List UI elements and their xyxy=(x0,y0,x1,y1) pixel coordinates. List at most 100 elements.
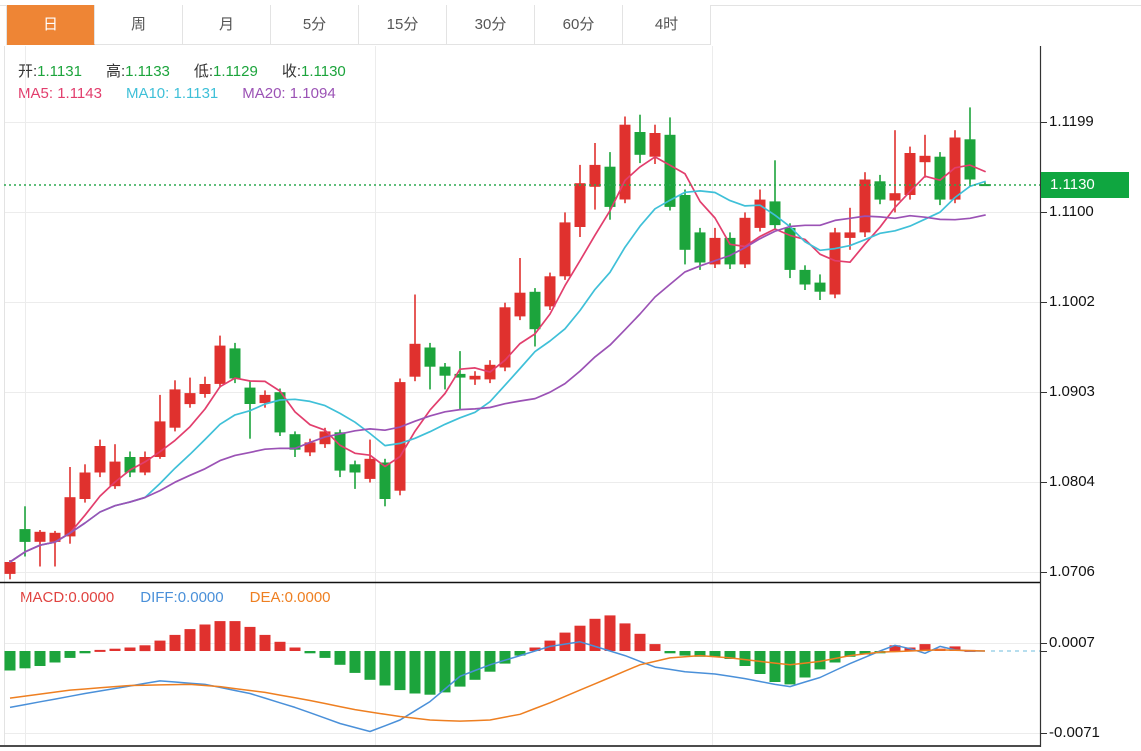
macd-bar xyxy=(784,651,796,685)
macd-bar xyxy=(664,651,676,654)
tab-period-1[interactable]: 周 xyxy=(95,5,183,45)
candle-body xyxy=(409,343,421,377)
candle-body xyxy=(184,393,196,405)
readout-open-value: 1.1131 xyxy=(37,63,82,80)
candle-body xyxy=(904,153,916,195)
dea-line xyxy=(9,649,986,722)
price-axis-label: 1.0903 xyxy=(1049,383,1095,400)
macd-bar xyxy=(199,624,211,651)
macd-bar xyxy=(259,634,271,651)
readout-macd-label: MACD: xyxy=(20,589,69,606)
readout-diff-value: 0.0000 xyxy=(177,589,224,606)
candle-body xyxy=(799,269,811,285)
tab-period-3[interactable]: 5分 xyxy=(271,5,359,45)
macd-bar xyxy=(64,651,76,658)
candle-body xyxy=(529,291,541,330)
period-tabbar: 日周月 5分 15分 30分 60分 4时 xyxy=(6,5,711,45)
candle-body xyxy=(604,166,616,207)
candle-body xyxy=(499,307,511,368)
candle-body xyxy=(859,179,871,233)
macd-bar xyxy=(769,651,781,682)
ma-readout: MA5: 1.1143 MA10: 1.1131 MA20: 1.1094 xyxy=(18,85,336,102)
tab-period-2[interactable]: 月 xyxy=(183,5,271,45)
candle-body xyxy=(874,181,886,200)
ma10-line xyxy=(9,180,986,563)
macd-bar xyxy=(679,651,691,656)
candle-body xyxy=(274,392,286,433)
candle-body xyxy=(634,132,646,155)
tab-period-0[interactable]: 日 xyxy=(7,5,95,45)
macd-bar xyxy=(799,651,811,678)
readout-diff-label: DIFF: xyxy=(140,589,178,606)
candle-body xyxy=(229,348,241,379)
readout-close: 收:1.1130 xyxy=(282,60,346,81)
macd-bar xyxy=(514,651,526,656)
readout-high-label: 高: xyxy=(105,63,126,80)
candle-body xyxy=(139,457,151,473)
candle-body xyxy=(649,133,661,157)
candle-body xyxy=(664,134,676,207)
readout-ma10-value: 1.1131 xyxy=(173,85,219,102)
candle-body xyxy=(619,124,631,200)
readout-ma5-label: MA5: xyxy=(18,85,58,102)
macd-bar xyxy=(124,647,136,651)
macd-bar xyxy=(949,646,961,651)
readout-ma20-label: MA20: xyxy=(242,85,290,102)
readout-ma5: MA5: 1.1143 xyxy=(18,85,102,102)
macd-bar xyxy=(4,651,16,671)
tab-period-5[interactable]: 30分 xyxy=(447,5,535,45)
macd-bar xyxy=(844,651,856,657)
candle-body xyxy=(439,366,451,376)
candle-body xyxy=(364,458,376,479)
tab-period-6[interactable]: 60分 xyxy=(535,5,623,45)
price-axis-label: 1.0706 xyxy=(1049,563,1095,580)
macd-bar xyxy=(454,651,466,687)
macd-bar xyxy=(229,621,241,651)
macd-bar xyxy=(349,651,361,673)
candle-body xyxy=(679,195,691,250)
candle-body xyxy=(19,529,31,542)
macd-bar xyxy=(49,651,61,663)
macd-bar xyxy=(379,651,391,686)
candle-body xyxy=(514,292,526,317)
candle-body xyxy=(469,375,481,380)
candle-body xyxy=(289,434,301,450)
diff-line xyxy=(9,641,985,733)
macd-bar xyxy=(619,623,631,651)
macd-bar xyxy=(439,651,451,693)
readout-dea-value: 0.0000 xyxy=(284,589,331,606)
macd-bar xyxy=(424,651,436,695)
readout-dea: DEA:0.0000 xyxy=(250,589,331,606)
candle-body xyxy=(34,531,46,542)
readout-low-value: 1.1129 xyxy=(213,63,258,80)
candle-body xyxy=(64,497,76,537)
candle-body xyxy=(589,164,601,187)
macd-bar xyxy=(709,651,721,657)
candle-body xyxy=(259,394,271,404)
candle-body xyxy=(79,472,91,499)
macd-bar xyxy=(814,651,826,670)
macd-bar xyxy=(574,625,586,651)
macd-bar xyxy=(919,644,931,651)
readout-macd-value: 0.0000 xyxy=(68,589,115,606)
tab-period-7[interactable]: 4时 xyxy=(623,5,711,45)
readout-ma20: MA20: 1.1094 xyxy=(242,85,335,102)
macd-bar xyxy=(154,640,166,651)
candle-body xyxy=(214,345,226,384)
ma20-line xyxy=(9,214,986,563)
macd-bar xyxy=(109,648,121,651)
candle-body xyxy=(124,457,136,473)
candle-body xyxy=(889,193,901,201)
candle-body xyxy=(244,387,256,404)
current-price-badge: 1.1130 xyxy=(1041,172,1129,198)
readout-ma10-label: MA10: xyxy=(125,85,174,102)
macd-bar xyxy=(334,651,346,665)
readout-low-label: 低: xyxy=(193,63,214,80)
candle-body xyxy=(559,222,571,277)
macd-bar xyxy=(304,651,316,654)
macd-bar xyxy=(289,647,301,651)
tab-period-4[interactable]: 15分 xyxy=(359,5,447,45)
candle-body xyxy=(784,227,796,270)
